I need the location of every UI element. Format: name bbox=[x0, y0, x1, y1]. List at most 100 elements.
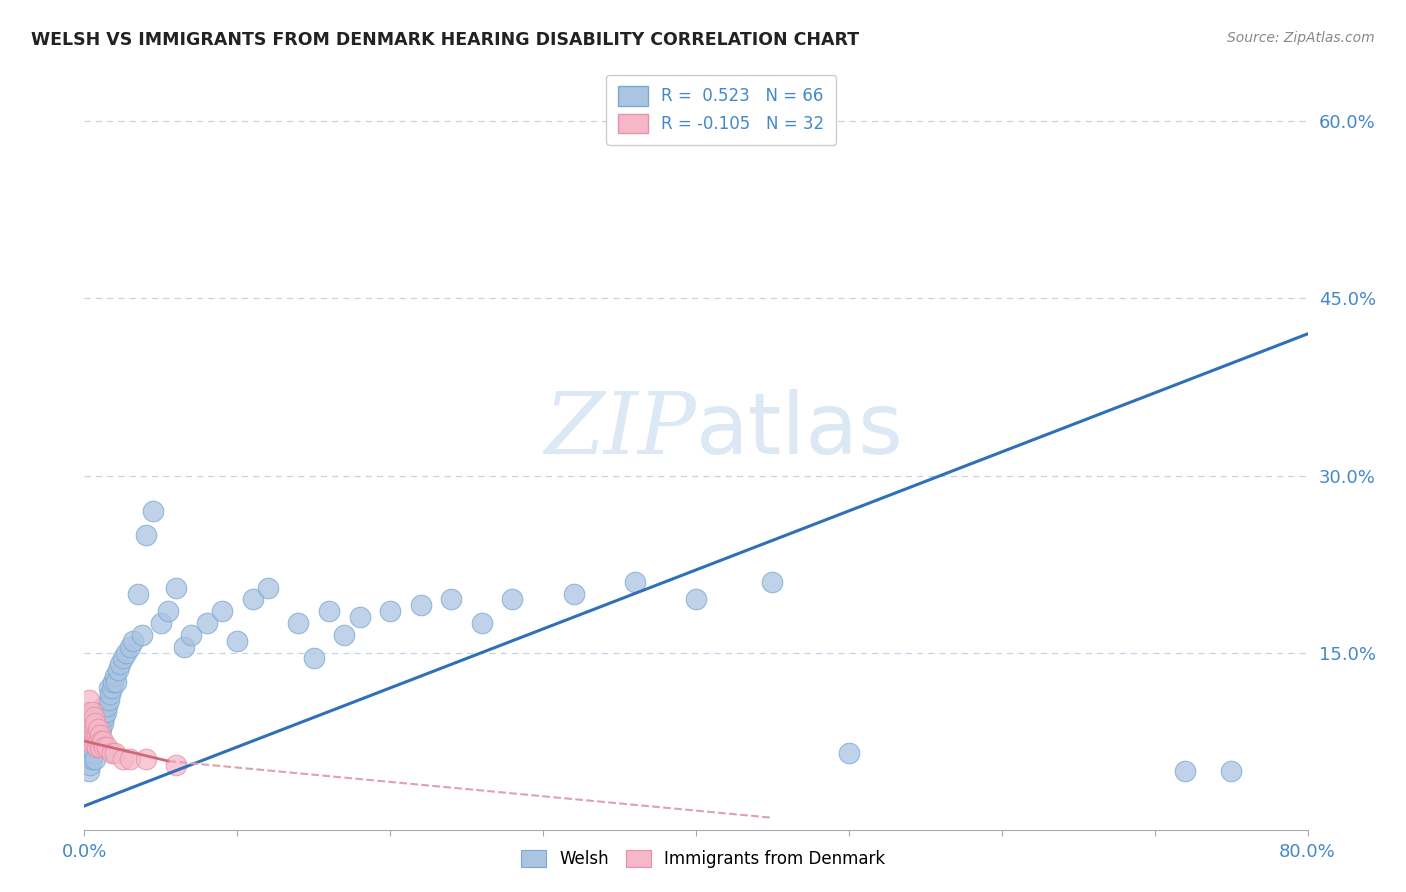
Point bbox=[1220, 764, 1243, 778]
Point bbox=[91, 734, 114, 748]
Point bbox=[84, 728, 107, 742]
Point bbox=[142, 504, 165, 518]
Text: Source: ZipAtlas.com: Source: ZipAtlas.com bbox=[1227, 31, 1375, 45]
Point bbox=[87, 734, 110, 748]
Point bbox=[87, 723, 110, 737]
Point bbox=[103, 675, 125, 690]
Point bbox=[838, 746, 860, 760]
Point bbox=[211, 604, 233, 618]
Point bbox=[76, 723, 98, 737]
Point bbox=[83, 734, 105, 748]
Point bbox=[86, 728, 108, 742]
Point bbox=[83, 723, 105, 737]
Point bbox=[89, 739, 111, 754]
Point bbox=[80, 728, 103, 742]
Text: WELSH VS IMMIGRANTS FROM DENMARK HEARING DISABILITY CORRELATION CHART: WELSH VS IMMIGRANTS FROM DENMARK HEARING… bbox=[31, 31, 859, 49]
Y-axis label: Hearing Disability: Hearing Disability bbox=[0, 372, 8, 520]
Point bbox=[135, 752, 157, 766]
Point bbox=[409, 599, 432, 613]
Point bbox=[83, 710, 105, 724]
Point bbox=[120, 640, 142, 654]
Point bbox=[91, 716, 114, 731]
Point bbox=[502, 592, 524, 607]
Point bbox=[127, 586, 149, 600]
Point bbox=[131, 628, 153, 642]
Point bbox=[79, 723, 101, 737]
Point bbox=[302, 651, 325, 665]
Point bbox=[77, 764, 100, 778]
Point bbox=[93, 710, 115, 724]
Point bbox=[89, 728, 111, 742]
Point bbox=[120, 752, 142, 766]
Point bbox=[96, 739, 118, 754]
Point bbox=[101, 746, 124, 760]
Point bbox=[80, 705, 103, 719]
Point bbox=[93, 698, 115, 713]
Point bbox=[108, 657, 131, 672]
Point bbox=[87, 734, 110, 748]
Point bbox=[79, 734, 101, 748]
Point bbox=[114, 646, 136, 660]
Point bbox=[624, 574, 647, 589]
Point bbox=[86, 739, 108, 754]
Point bbox=[84, 728, 107, 742]
Point bbox=[90, 734, 112, 748]
Point bbox=[96, 698, 118, 713]
Point bbox=[226, 633, 249, 648]
Point bbox=[97, 681, 120, 695]
Point bbox=[89, 710, 111, 724]
Point bbox=[101, 681, 124, 695]
Point bbox=[380, 604, 402, 618]
Point bbox=[685, 592, 707, 607]
Point bbox=[135, 527, 157, 541]
Point bbox=[165, 581, 187, 595]
Point bbox=[104, 746, 127, 760]
Point bbox=[149, 615, 172, 630]
Point bbox=[165, 757, 187, 772]
Point bbox=[89, 728, 111, 742]
Point bbox=[440, 592, 463, 607]
Point bbox=[77, 716, 100, 731]
Point bbox=[257, 581, 280, 595]
Point bbox=[80, 739, 103, 754]
Point bbox=[83, 746, 105, 760]
Text: atlas: atlas bbox=[696, 389, 904, 472]
Text: ZIP: ZIP bbox=[544, 389, 696, 472]
Point bbox=[94, 705, 117, 719]
Point bbox=[761, 574, 783, 589]
Point bbox=[79, 710, 101, 724]
Point bbox=[122, 633, 145, 648]
Point bbox=[90, 705, 112, 719]
Point bbox=[77, 692, 100, 706]
Point bbox=[84, 752, 107, 766]
Point bbox=[98, 687, 121, 701]
Point bbox=[195, 615, 218, 630]
Point bbox=[1174, 764, 1197, 778]
Legend: R =  0.523   N = 66, R = -0.105   N = 32: R = 0.523 N = 66, R = -0.105 N = 32 bbox=[606, 75, 837, 145]
Point bbox=[287, 615, 309, 630]
Point bbox=[104, 669, 127, 683]
Point bbox=[80, 752, 103, 766]
Point bbox=[91, 705, 114, 719]
Point bbox=[90, 723, 112, 737]
Point bbox=[83, 734, 105, 748]
Point bbox=[86, 723, 108, 737]
Point bbox=[76, 710, 98, 724]
Point bbox=[111, 752, 134, 766]
Point bbox=[180, 628, 202, 642]
Point bbox=[318, 604, 340, 618]
Point bbox=[173, 640, 195, 654]
Point bbox=[242, 592, 264, 607]
Point bbox=[97, 692, 120, 706]
Point bbox=[111, 651, 134, 665]
Point bbox=[333, 628, 356, 642]
Point bbox=[157, 604, 180, 618]
Point bbox=[84, 716, 107, 731]
Point bbox=[93, 739, 115, 754]
Point bbox=[87, 716, 110, 731]
Point bbox=[80, 716, 103, 731]
Legend: Welsh, Immigrants from Denmark: Welsh, Immigrants from Denmark bbox=[515, 843, 891, 875]
Point bbox=[86, 739, 108, 754]
Point bbox=[105, 675, 128, 690]
Point bbox=[77, 705, 100, 719]
